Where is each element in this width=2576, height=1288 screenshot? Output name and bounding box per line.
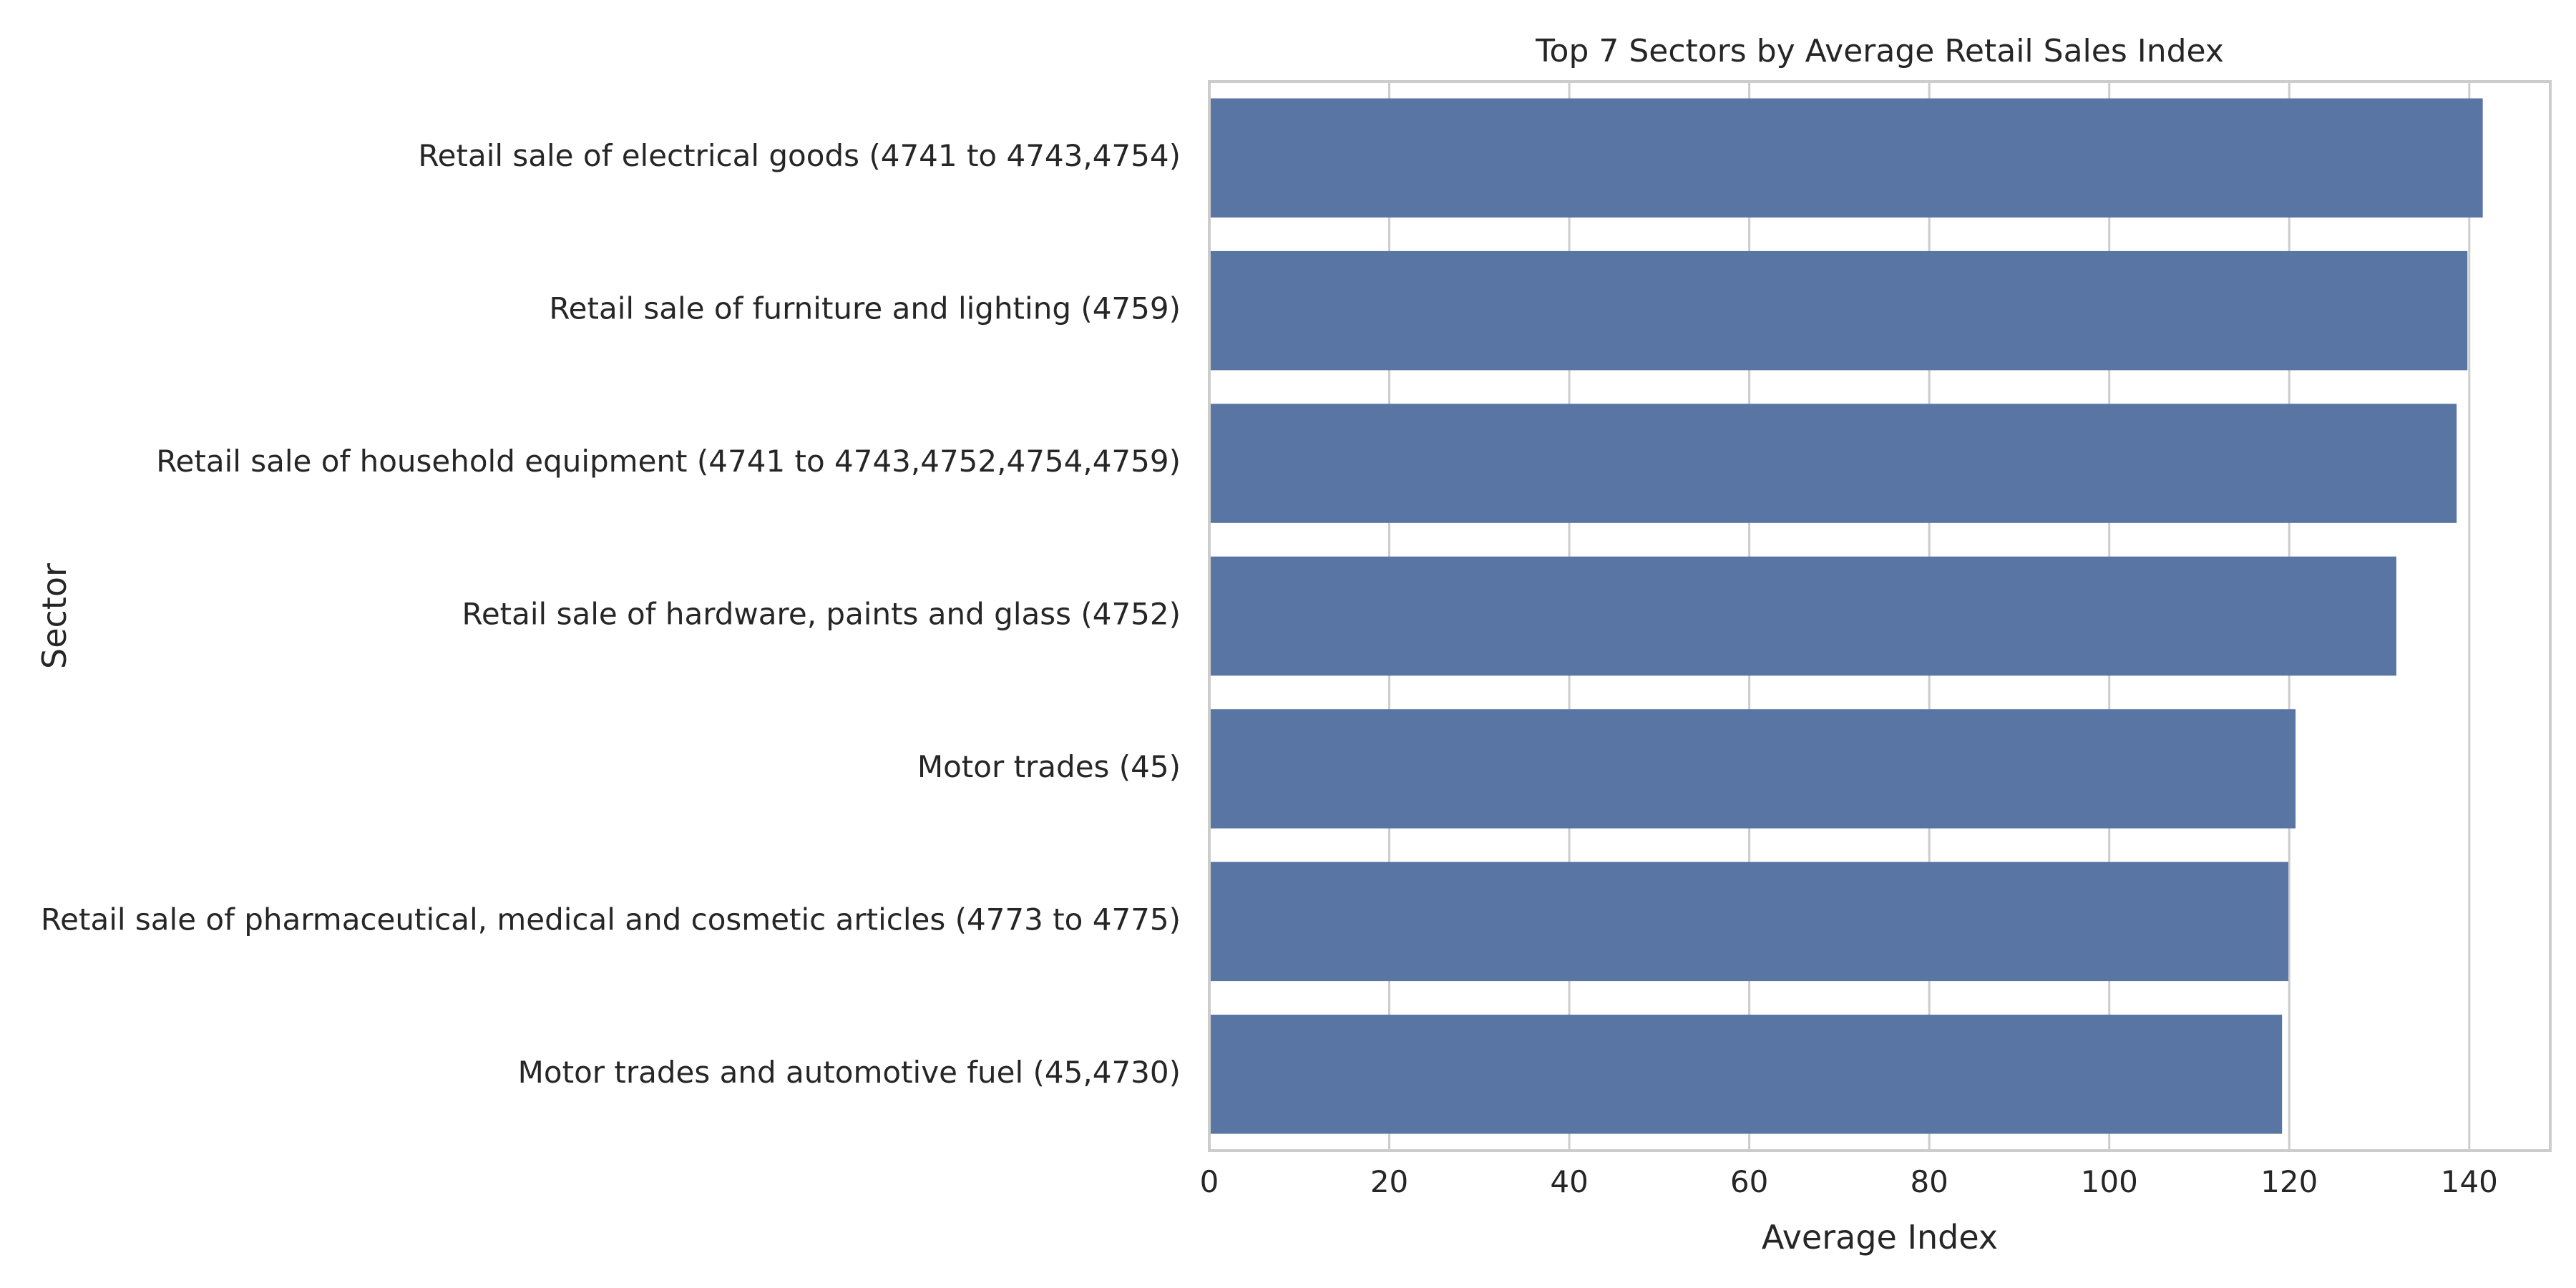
x-tick-label: 120 <box>2260 1164 2318 1199</box>
x-tick-label: 20 <box>1370 1164 1408 1199</box>
bar <box>1209 862 2289 982</box>
x-axis-label: Average Index <box>1762 1218 1998 1257</box>
x-tick-label: 60 <box>1730 1164 1768 1199</box>
y-category-label: Motor trades (45) <box>917 749 1181 784</box>
plot-frame <box>1208 80 2552 1152</box>
bar <box>1209 1015 2283 1134</box>
y-category-label: Retail sale of household equipment (4741… <box>156 444 1181 479</box>
y-category-label: Retail sale of furniture and lighting (4… <box>549 291 1181 326</box>
y-category-label: Motor trades and automotive fuel (45,473… <box>518 1055 1181 1090</box>
x-tick-label: 100 <box>2081 1164 2138 1199</box>
bar <box>1209 250 2468 371</box>
bar <box>1209 404 2457 523</box>
bar <box>1209 709 2296 829</box>
x-tick-label: 0 <box>1200 1164 1219 1199</box>
y-category-label: Retail sale of hardware, paints and glas… <box>462 597 1181 632</box>
y-category-label: Retail sale of pharmaceutical, medical a… <box>41 902 1181 937</box>
x-tick-label: 40 <box>1550 1164 1588 1199</box>
y-axis-label: Sector <box>35 563 74 669</box>
x-tick-label: 140 <box>2441 1164 2498 1199</box>
bars-layer <box>1209 98 2483 1134</box>
category-labels: Retail sale of electrical goods (4741 to… <box>41 138 1181 1090</box>
x-tick-label: 80 <box>1910 1164 1948 1199</box>
y-category-label: Retail sale of electrical goods (4741 to… <box>418 138 1181 173</box>
x-tick-labels: 0 20 40 60 80 100 120 140 <box>1200 1164 2498 1199</box>
chart-title: Top 7 Sectors by Average Retail Sales In… <box>1535 33 2224 69</box>
bar <box>1209 98 2483 218</box>
bar <box>1209 556 2396 676</box>
